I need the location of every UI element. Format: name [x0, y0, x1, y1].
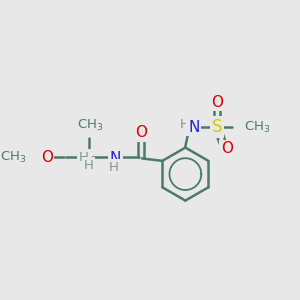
- Text: N: N: [188, 120, 200, 135]
- Text: O: O: [211, 95, 223, 110]
- Text: H: H: [109, 161, 118, 174]
- Text: O: O: [41, 150, 53, 165]
- Text: CH$_3$: CH$_3$: [244, 120, 270, 135]
- Text: H: H: [180, 118, 190, 131]
- Text: H: H: [83, 159, 93, 172]
- Text: CH$_3$: CH$_3$: [0, 150, 26, 165]
- Text: N: N: [110, 151, 121, 166]
- Text: H: H: [79, 151, 89, 164]
- Text: S: S: [212, 118, 222, 136]
- Text: O: O: [135, 125, 147, 140]
- Text: O: O: [221, 141, 233, 156]
- Text: CH$_3$: CH$_3$: [77, 118, 103, 133]
